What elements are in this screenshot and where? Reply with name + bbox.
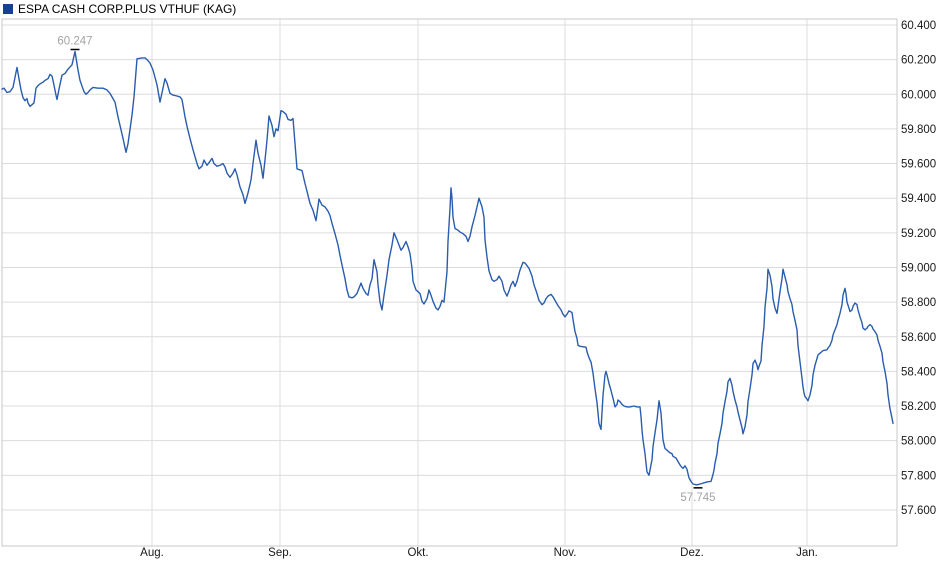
chart-header: ESPA CASH CORP.PLUS VTHUF (KAG) — [3, 2, 236, 16]
svg-text:60.000: 60.000 — [901, 89, 936, 101]
svg-text:57.745: 57.745 — [680, 492, 715, 504]
svg-text:57.800: 57.800 — [901, 470, 936, 482]
svg-text:Dez.: Dez. — [680, 547, 704, 559]
svg-text:Aug.: Aug. — [140, 547, 164, 559]
svg-text:Okt.: Okt. — [407, 547, 428, 559]
svg-text:Jan.: Jan. — [796, 547, 818, 559]
series-swatch-icon — [3, 4, 13, 14]
svg-text:58.400: 58.400 — [901, 366, 936, 378]
svg-text:Sep.: Sep. — [268, 547, 292, 559]
svg-text:59.600: 59.600 — [901, 159, 936, 171]
svg-text:60.200: 60.200 — [901, 55, 936, 67]
svg-text:58.200: 58.200 — [901, 401, 936, 413]
svg-text:58.600: 58.600 — [901, 332, 936, 344]
svg-text:Nov.: Nov. — [554, 547, 577, 559]
svg-text:59.000: 59.000 — [901, 262, 936, 274]
svg-text:60.247: 60.247 — [57, 35, 92, 47]
svg-text:57.600: 57.600 — [901, 505, 936, 517]
chart-title: ESPA CASH CORP.PLUS VTHUF (KAG) — [18, 2, 237, 16]
svg-text:59.800: 59.800 — [901, 124, 936, 136]
svg-text:58.800: 58.800 — [901, 297, 936, 309]
svg-text:58.000: 58.000 — [901, 436, 936, 448]
svg-text:60.400: 60.400 — [901, 20, 936, 32]
svg-text:59.400: 59.400 — [901, 193, 936, 205]
svg-text:59.200: 59.200 — [901, 228, 936, 240]
